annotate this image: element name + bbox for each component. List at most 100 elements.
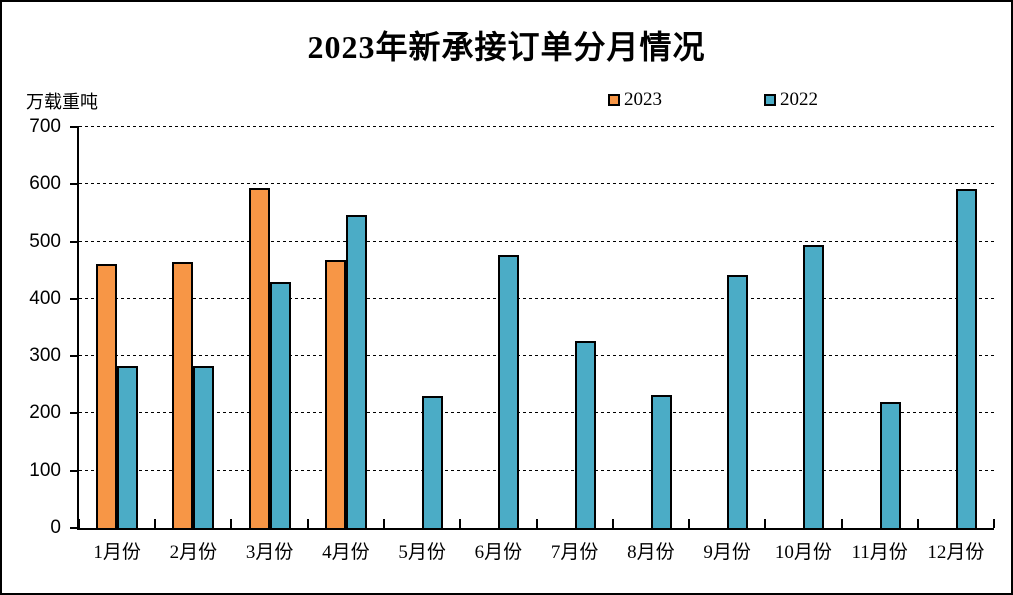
bar-2022-2月份	[193, 365, 215, 528]
bar-slot-2022-11月份	[879, 127, 901, 528]
bar-2023-1月份	[96, 263, 118, 528]
x-axis-tick-9	[764, 519, 767, 528]
y-axis-label-600: 600	[29, 173, 61, 195]
x-axis-tick-4	[382, 519, 385, 528]
y-axis-label-500: 500	[29, 230, 61, 252]
x-axis-tick-10	[840, 519, 843, 528]
y-axis-label-200: 200	[29, 402, 61, 424]
category-group-1月份	[79, 127, 155, 528]
x-axis-tick-0	[78, 519, 80, 528]
bar-slot-2023-10月份	[782, 127, 803, 528]
bar-slot-2023-6月份	[477, 127, 498, 528]
category-group-7月份	[537, 127, 613, 528]
bar-slot-2023-7月份	[554, 127, 575, 528]
bar-slot-2022-10月份	[803, 127, 825, 528]
x-axis-tick-5	[459, 519, 462, 528]
chart-title: 2023年新承接订单分月情况	[307, 29, 706, 65]
bar-slot-2022-6月份	[498, 127, 520, 528]
y-axis-unit-label: 万载重吨	[26, 92, 98, 112]
bar-2023-4月份	[324, 260, 346, 528]
y-axis-tick-0	[70, 527, 79, 529]
bar-2022-5月份	[422, 396, 444, 528]
x-axis-label-9月份: 9月份	[703, 542, 751, 563]
bar-2022-3月份	[269, 281, 291, 528]
x-axis-label-6月份: 6月份	[474, 542, 523, 563]
x-axis-label-8月份: 8月份	[627, 542, 675, 563]
category-group-10月份	[765, 127, 841, 528]
bar-2022-12月份	[955, 189, 977, 528]
x-axis-tick-12	[993, 519, 995, 528]
y-axis-tick-100	[70, 469, 79, 472]
y-axis-label-0: 0	[50, 517, 61, 538]
y-axis-tick-300	[70, 355, 79, 358]
bar-slot-2022-7月份	[574, 127, 596, 528]
y-axis-label-100: 100	[29, 459, 61, 481]
category-group-11月份	[842, 127, 918, 528]
category-group-12月份	[918, 127, 994, 528]
legend-label-2023: 2023	[624, 89, 662, 110]
bar-slot-2022-9月份	[727, 127, 749, 528]
plot-area: 1月份 2月份 3月份 4月份 5月份 6月份 7月份 8月份 9月份 10月份 11月份 12月份 …	[29, 116, 995, 563]
x-axis-tick-11	[916, 519, 919, 528]
y-axis-label-300: 300	[29, 345, 61, 367]
x-axis-label-11月份: 11月份	[851, 542, 908, 563]
x-axis-label-12月份: 12月份	[927, 542, 985, 563]
bar-2022-7月份	[574, 341, 596, 528]
category-group-3月份	[231, 127, 307, 528]
bar-2022-8月份	[650, 395, 672, 528]
legend-item-2023: 2023	[608, 89, 662, 111]
gridline-500	[79, 240, 994, 242]
x-axis-tick-7	[611, 519, 614, 528]
x-axis-label-1月份: 1月份	[93, 542, 141, 563]
bar-2023-2月份	[172, 262, 194, 528]
x-axis-label-4月份: 4月份	[322, 542, 370, 563]
category-group-5月份	[384, 127, 460, 528]
x-axis-label-7月份: 7月份	[550, 542, 599, 563]
x-axis-label-10月份: 10月份	[774, 542, 832, 563]
gridline-600	[79, 183, 994, 185]
legend-item-2022: 2022	[764, 89, 818, 111]
bar-slot-2023-11月份	[859, 127, 880, 528]
bar-slot-2022-3月份	[269, 127, 291, 528]
bar-slot-2022-1月份	[117, 127, 139, 528]
bar-slot-2022-8月份	[650, 127, 672, 528]
y-axis-tick-200	[70, 412, 79, 415]
y-axis-tick-500	[70, 240, 79, 243]
bar-2022-9月份	[727, 275, 749, 528]
category-group-2月份	[155, 127, 231, 528]
category-group-6月份	[460, 127, 536, 528]
gridline-100	[79, 469, 994, 471]
gridline-400	[79, 297, 994, 299]
gridline-700	[79, 126, 994, 127]
bar-slot-2023-8月份	[630, 127, 651, 528]
category-group-8月份	[613, 127, 689, 528]
x-axis-label-5月份: 5月份	[398, 542, 446, 563]
x-axis-labels: 1月份 2月份 3月份 4月份 5月份 6月份 7月份 8月份 9月份 10月份 11月份 12月份	[79, 537, 994, 564]
bar-2022-4月份	[345, 215, 367, 528]
bar-2022-10月份	[803, 245, 825, 528]
x-axis-label-2月份: 2月份	[169, 542, 218, 563]
x-axis-label-3月份: 3月份	[245, 542, 294, 563]
bar-slot-2023-3月份	[248, 127, 270, 528]
bar-slot-2023-4月份	[324, 127, 346, 528]
y-axis-tick-600	[70, 183, 79, 186]
y-axis-label-700: 700	[29, 116, 61, 137]
gridline-300	[79, 355, 994, 357]
bar-slot-2022-5月份	[422, 127, 444, 528]
gridline-200	[79, 412, 994, 414]
legend-label-2022: 2022	[780, 89, 818, 110]
legend-swatch-2023-icon	[608, 94, 620, 106]
y-axis-label-400: 400	[29, 287, 61, 309]
category-group-9月份	[689, 127, 765, 528]
bar-slot-2023-9月份	[706, 127, 727, 528]
bar-slot-2022-4月份	[345, 127, 367, 528]
bar-slot-2022-2月份	[193, 127, 215, 528]
x-axis-tick-8	[687, 519, 690, 528]
bar-slot-2023-12月份	[935, 127, 956, 528]
bar-2022-6月份	[498, 254, 520, 528]
y-axis-tick-700	[70, 126, 79, 128]
bar-slot-2023-5月份	[401, 127, 422, 528]
bar-slot-2022-12月份	[955, 127, 977, 528]
bar-slot-2023-1月份	[96, 127, 118, 528]
